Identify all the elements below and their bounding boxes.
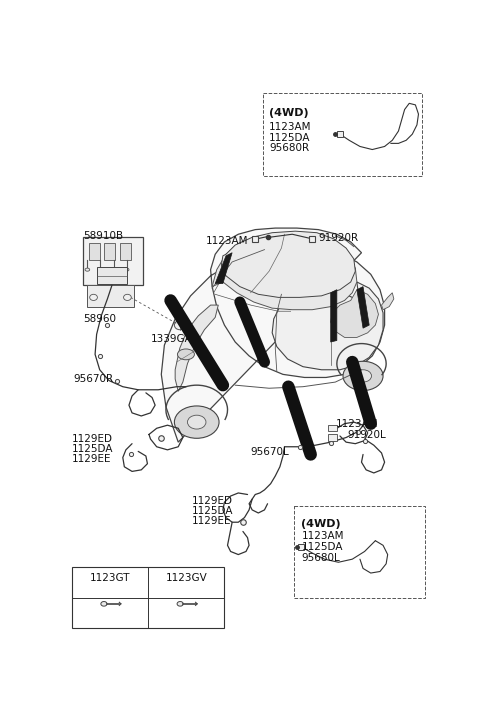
- Text: 1123AM: 1123AM: [269, 122, 312, 132]
- FancyBboxPatch shape: [83, 238, 143, 285]
- Text: 1129ED: 1129ED: [192, 496, 233, 506]
- Text: 91920R: 91920R: [318, 233, 359, 243]
- Text: 58960: 58960: [83, 315, 116, 324]
- Bar: [104, 243, 115, 261]
- Bar: [87, 285, 133, 307]
- Text: 1123GT: 1123GT: [90, 573, 131, 583]
- Polygon shape: [331, 289, 337, 342]
- Text: 95670R: 95670R: [73, 374, 114, 384]
- Ellipse shape: [188, 415, 206, 429]
- Polygon shape: [357, 287, 369, 328]
- Bar: [294, 506, 425, 598]
- Polygon shape: [331, 289, 378, 338]
- Text: 1125DA: 1125DA: [269, 132, 311, 143]
- Text: 1125DA: 1125DA: [301, 542, 343, 552]
- Text: 1123GV: 1123GV: [166, 573, 207, 583]
- Text: 58910B: 58910B: [83, 231, 123, 241]
- Text: 91920L: 91920L: [348, 430, 386, 440]
- Text: (4WD): (4WD): [301, 519, 341, 529]
- Text: (4WD): (4WD): [269, 108, 309, 118]
- Polygon shape: [382, 293, 394, 310]
- Text: 95670L: 95670L: [251, 446, 289, 456]
- Ellipse shape: [111, 268, 116, 271]
- Polygon shape: [272, 282, 383, 370]
- Text: 1129ED: 1129ED: [72, 434, 113, 444]
- Text: 1129EE: 1129EE: [192, 516, 231, 526]
- Bar: [328, 426, 337, 431]
- Bar: [89, 243, 100, 261]
- Ellipse shape: [174, 406, 219, 438]
- Ellipse shape: [123, 294, 131, 300]
- Polygon shape: [212, 234, 357, 310]
- Polygon shape: [221, 231, 355, 297]
- Ellipse shape: [355, 370, 372, 382]
- Text: 1123AM: 1123AM: [336, 419, 378, 429]
- Text: 1339GA: 1339GA: [151, 334, 192, 344]
- Text: 95680L: 95680L: [301, 553, 340, 563]
- Ellipse shape: [101, 601, 107, 606]
- Ellipse shape: [174, 320, 185, 330]
- Bar: [72, 567, 225, 629]
- Text: 1125DA: 1125DA: [72, 444, 113, 454]
- Text: 1125DA: 1125DA: [192, 506, 234, 516]
- Ellipse shape: [343, 361, 383, 390]
- Ellipse shape: [90, 294, 97, 300]
- Bar: [263, 93, 421, 176]
- Polygon shape: [161, 228, 384, 442]
- Ellipse shape: [178, 349, 194, 360]
- Ellipse shape: [124, 268, 129, 271]
- Ellipse shape: [177, 601, 183, 606]
- Bar: [120, 243, 131, 261]
- Polygon shape: [215, 253, 232, 284]
- Text: 1123AM: 1123AM: [206, 235, 249, 246]
- Text: 1129EE: 1129EE: [72, 454, 111, 464]
- Text: 95680R: 95680R: [269, 143, 309, 153]
- Bar: [96, 266, 127, 284]
- Polygon shape: [175, 305, 218, 391]
- Ellipse shape: [85, 268, 90, 271]
- Bar: [328, 434, 337, 441]
- Text: 1123AM: 1123AM: [301, 531, 344, 541]
- Ellipse shape: [98, 268, 103, 271]
